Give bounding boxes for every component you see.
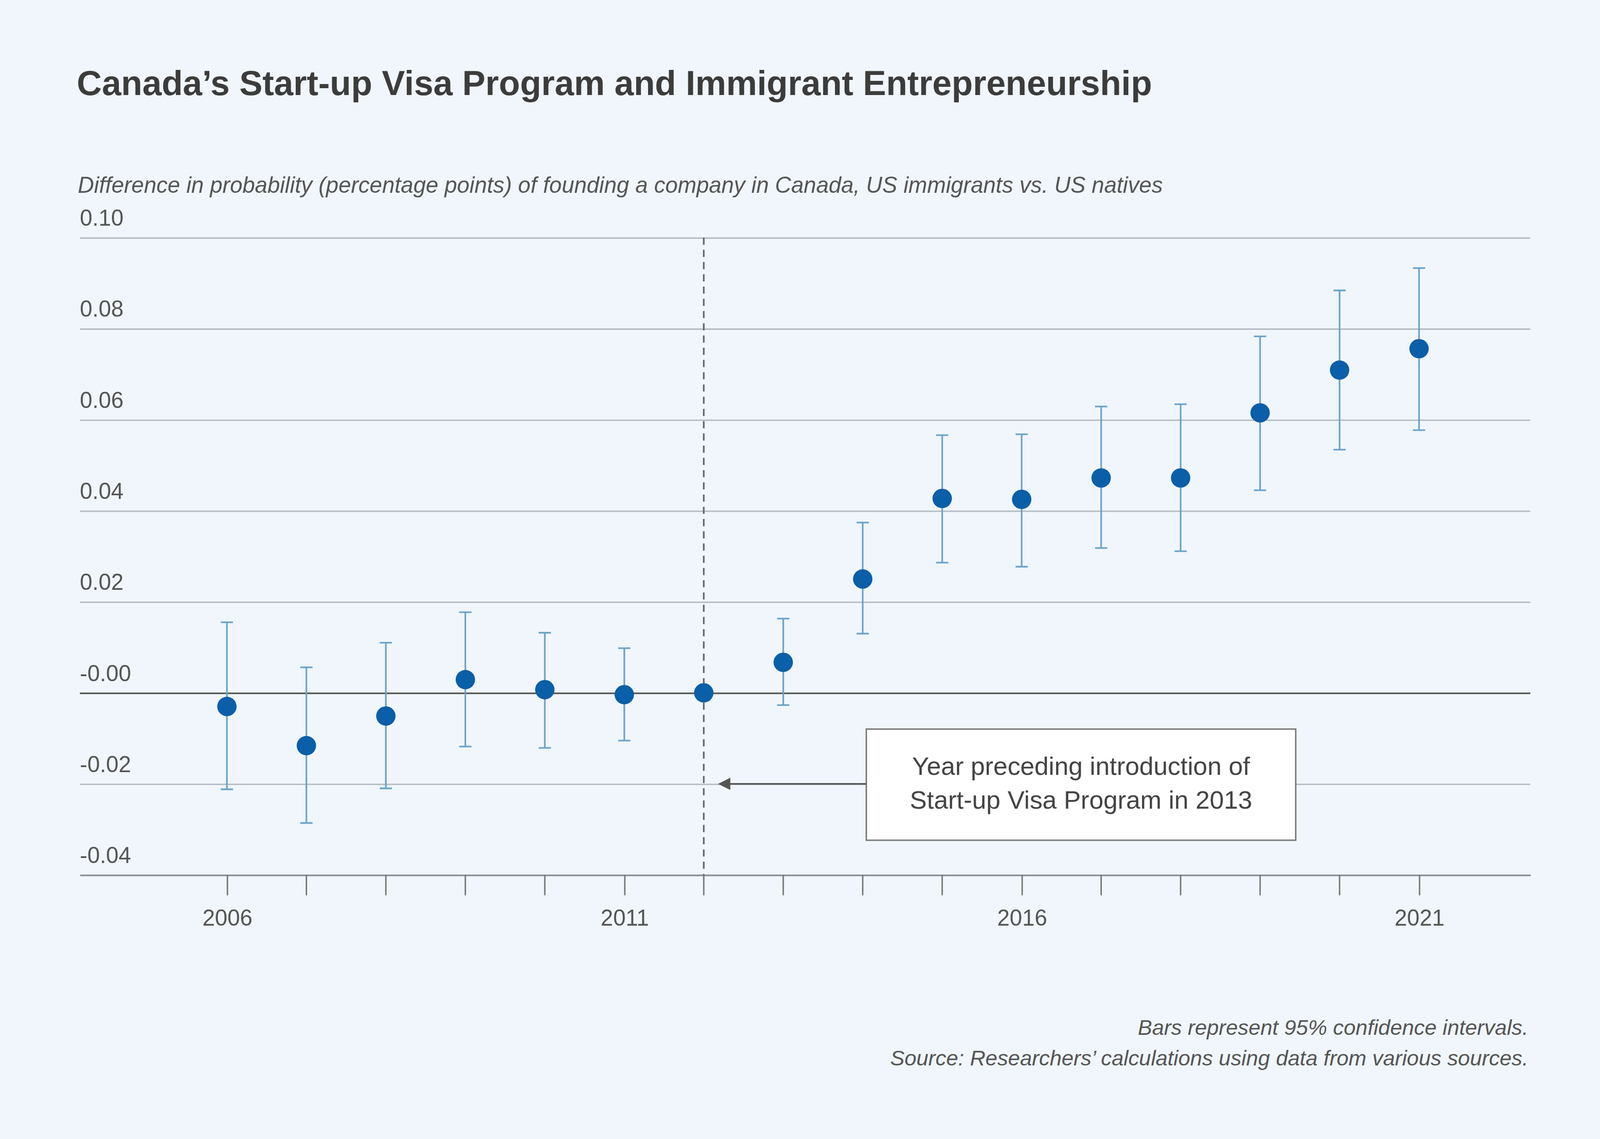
point: [1091, 468, 1111, 488]
grid-line: [79, 692, 1531, 695]
x-minor-tick: [782, 875, 784, 896]
y-tick-label: 0.08: [79, 296, 124, 322]
y-tick: -0.04: [79, 843, 1531, 876]
point: [1250, 403, 1270, 423]
point: [296, 736, 316, 756]
y-tick-label: -0.00: [79, 661, 132, 686]
annotation-box: [866, 729, 1297, 841]
grid-line: [79, 328, 1531, 330]
x-minor-tick: [544, 875, 546, 896]
annotation-arrow: [720, 783, 867, 786]
annotation-text: Start-up Visa Program in 2013: [909, 785, 1253, 815]
x-tick-label: 2021: [1394, 905, 1445, 931]
y-tick-label: 0.06: [79, 388, 124, 413]
grid-line: [79, 510, 1531, 512]
x-tick: 2011: [600, 875, 649, 931]
y-tick: 0.02: [79, 569, 1531, 603]
point: [1011, 489, 1032, 510]
x-axis: 2006 2011 2016 2021: [80, 875, 1531, 931]
y-tick: 0.08: [79, 296, 1531, 330]
grid-line: [79, 783, 1531, 786]
x-tick: 2021: [1394, 875, 1445, 931]
x-minor-tick: [305, 875, 308, 896]
annotation-arrowhead: [717, 777, 731, 791]
point: [853, 569, 873, 589]
x-tick: 2016: [997, 875, 1048, 931]
x-minor-tick: [941, 875, 943, 896]
y-tick: 0.10: [79, 205, 1531, 239]
y-tick: 0.06: [79, 388, 1531, 421]
point: [535, 680, 555, 700]
x-minor-tick: [1339, 875, 1341, 896]
y-tick-label: -0.02: [79, 752, 132, 777]
chart: Canada’s Start-up Visa Program and Immig…: [0, 0, 1600, 1139]
y-axis: 0.10 0.08 0.06 0.04 0.02 -0.00 -0.02 -0.04: [79, 205, 1531, 876]
grid-line: [79, 237, 1531, 240]
x-tick-label: 2011: [600, 905, 649, 931]
point: [217, 696, 237, 717]
x-minor-tick: [385, 875, 387, 896]
point: [1409, 339, 1429, 359]
x-tick-mark: [226, 875, 229, 896]
point: [773, 652, 793, 672]
point: [376, 706, 396, 726]
point: [932, 489, 952, 509]
x-axis-line: [80, 874, 1531, 877]
y-tick-label: -0.04: [79, 843, 132, 868]
x-tick-label: 2006: [202, 905, 253, 931]
point: [455, 669, 475, 690]
background: [0, 0, 1600, 1139]
point: [694, 683, 714, 703]
annotation-text: Year preceding introduction of: [912, 751, 1251, 781]
y-tick: 0.04: [79, 478, 1531, 512]
x-minor-tick: [464, 875, 467, 896]
grid-line: [79, 419, 1531, 421]
x-tick-mark: [1021, 875, 1023, 896]
x-minor-tick: [861, 875, 864, 896]
note: Source: Researchers’ calculations using …: [890, 1046, 1529, 1071]
x-tick-mark: [1419, 875, 1421, 896]
x-minor-tick: [702, 875, 705, 896]
y-tick: -0.00: [79, 661, 1531, 694]
x-tick-mark: [624, 875, 626, 896]
grid-line: [79, 601, 1531, 604]
reference-line: [702, 237, 705, 876]
x-tick-label: 2016: [997, 905, 1048, 931]
y-tick-label: 0.02: [79, 569, 124, 595]
note: Bars represent 95% confidence intervals.: [1137, 1015, 1529, 1040]
x-minor-tick: [1259, 875, 1261, 896]
title: Canada’s Start-up Visa Program and Immig…: [76, 63, 1153, 103]
point: [1329, 360, 1350, 380]
y-tick-label: 0.04: [79, 478, 124, 504]
x-tick: 2006: [202, 875, 253, 931]
x-minor-tick: [1100, 875, 1102, 896]
x-minor-tick: [1180, 875, 1182, 896]
point: [1170, 468, 1191, 488]
subtitle: Difference in probability (percentage po…: [77, 172, 1163, 198]
y-tick: -0.02: [79, 752, 1531, 785]
y-tick-label: 0.10: [79, 205, 124, 231]
point: [614, 685, 634, 705]
